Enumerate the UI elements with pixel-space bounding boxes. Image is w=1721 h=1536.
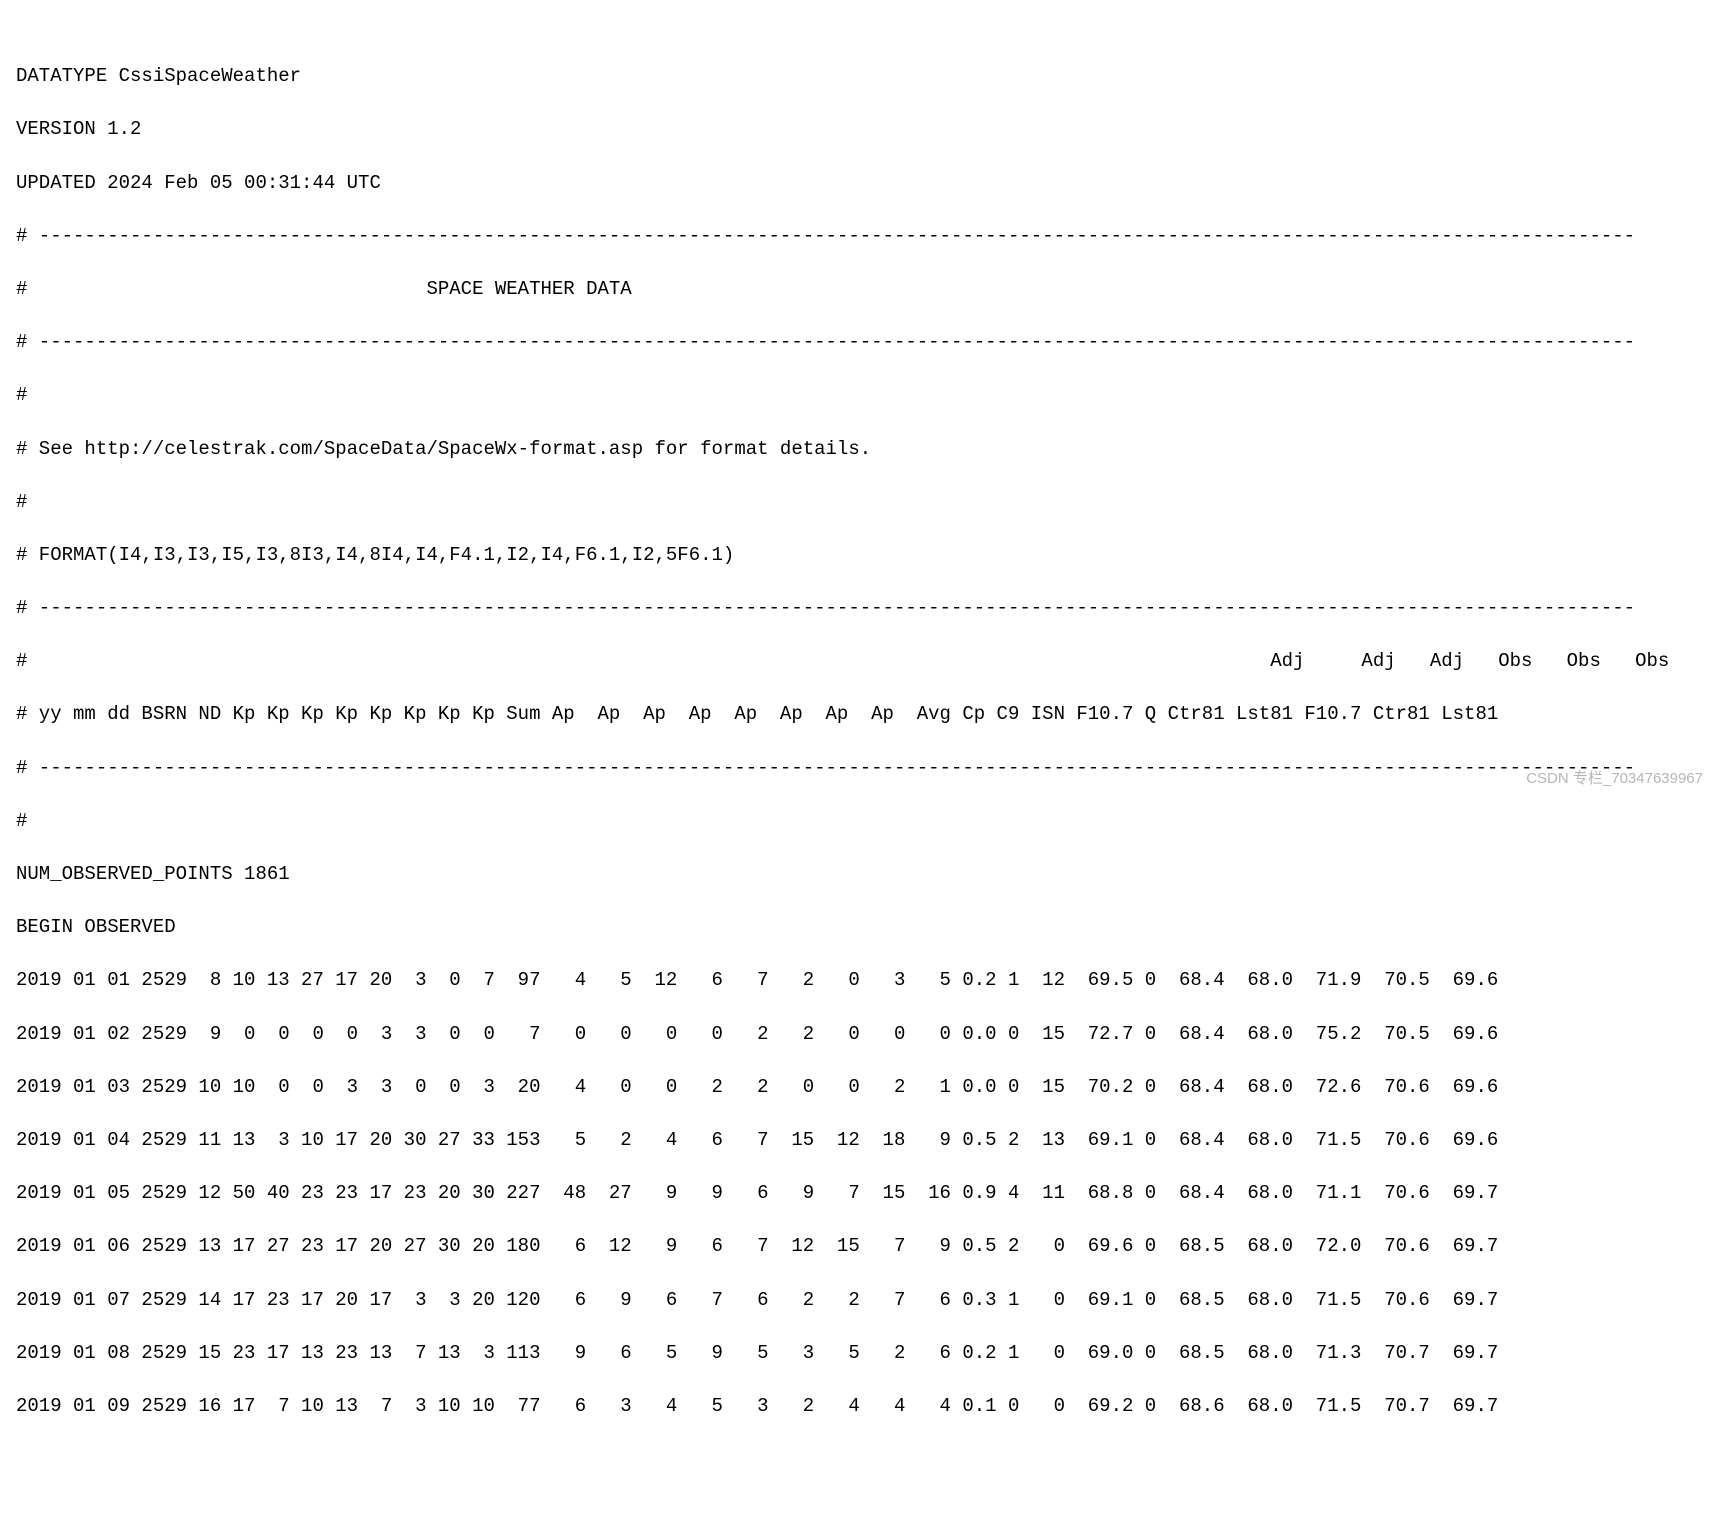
- line-dashes-2: # --------------------------------------…: [16, 329, 1705, 356]
- line-version: VERSION 1.2: [16, 116, 1705, 143]
- line-dashes-4: # --------------------------------------…: [16, 755, 1705, 782]
- line-begin: BEGIN OBSERVED: [16, 914, 1705, 941]
- data-row: 2019 01 05 2529 12 50 40 23 23 17 23 20 …: [16, 1180, 1705, 1207]
- line-colhead-1: # Adj Adj Adj Obs Obs Obs: [16, 648, 1705, 675]
- line-hash-1: #: [16, 382, 1705, 409]
- data-row: 2019 01 07 2529 14 17 23 17 20 17 3 3 20…: [16, 1287, 1705, 1314]
- line-datatype: DATATYPE CssiSpaceWeather: [16, 63, 1705, 90]
- data-row: 2019 01 01 2529 8 10 13 27 17 20 3 0 7 9…: [16, 967, 1705, 994]
- data-row: 2019 01 04 2529 11 13 3 10 17 20 30 27 3…: [16, 1127, 1705, 1154]
- data-row: 2019 01 03 2529 10 10 0 0 3 3 0 0 3 20 4…: [16, 1074, 1705, 1101]
- line-updated: UPDATED 2024 Feb 05 00:31:44 UTC: [16, 170, 1705, 197]
- line-hash-2: #: [16, 489, 1705, 516]
- line-hash-3: #: [16, 808, 1705, 835]
- data-row: 2019 01 08 2529 15 23 17 13 23 13 7 13 3…: [16, 1340, 1705, 1367]
- line-dashes-3: # --------------------------------------…: [16, 595, 1705, 622]
- data-row: 2019 01 09 2529 16 17 7 10 13 7 3 10 10 …: [16, 1393, 1705, 1420]
- data-row: 2019 01 06 2529 13 17 27 23 17 20 27 30 …: [16, 1233, 1705, 1260]
- line-format: # FORMAT(I4,I3,I3,I5,I3,8I3,I4,8I4,I4,F4…: [16, 542, 1705, 569]
- data-row: 2019 01 02 2529 9 0 0 0 0 3 3 0 0 7 0 0 …: [16, 1021, 1705, 1048]
- line-title: # SPACE WEATHER DATA: [16, 276, 1705, 303]
- line-colhead-2: # yy mm dd BSRN ND Kp Kp Kp Kp Kp Kp Kp …: [16, 701, 1705, 728]
- line-num-obs: NUM_OBSERVED_POINTS 1861: [16, 861, 1705, 888]
- line-see: # See http://celestrak.com/SpaceData/Spa…: [16, 436, 1705, 463]
- line-dashes-1: # --------------------------------------…: [16, 223, 1705, 250]
